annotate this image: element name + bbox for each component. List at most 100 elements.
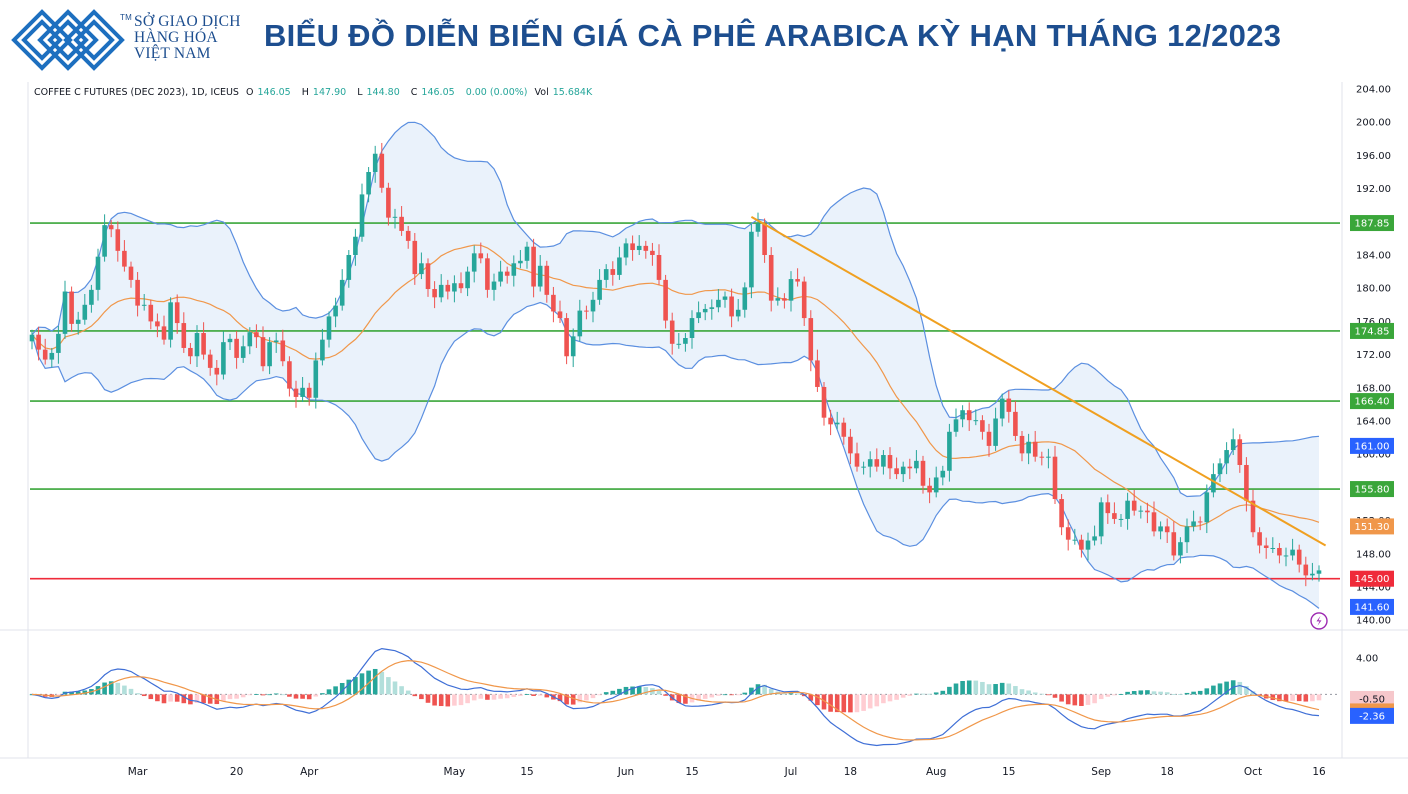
- candle-body: [854, 453, 860, 467]
- symbol-info: COFFEE C FUTURES (DEC 2023), 1D, ICEUS O…: [34, 87, 593, 98]
- candle-body: [1145, 510, 1150, 513]
- candle: [709, 299, 715, 320]
- candle-body: [399, 216, 404, 231]
- candle-body: [1217, 463, 1223, 475]
- histogram-bar: [458, 694, 464, 706]
- time-tick-label: 20: [230, 766, 243, 778]
- histogram-bar: [729, 694, 734, 696]
- candle: [1224, 442, 1229, 475]
- candle-body: [1118, 518, 1124, 520]
- histogram-bar: [419, 694, 424, 700]
- candle: [894, 457, 899, 480]
- candle: [920, 455, 926, 494]
- candle-body: [181, 323, 187, 348]
- candle-body: [861, 466, 866, 468]
- candle-body: [768, 255, 774, 301]
- histogram-bar: [56, 694, 61, 696]
- histogram-bar: [887, 694, 893, 702]
- candle: [854, 442, 860, 472]
- histogram-bar: [834, 694, 840, 713]
- badge-macd-macd-label: -2.36: [1359, 711, 1385, 722]
- candle: [1138, 505, 1144, 519]
- level-badge-4-label: 145.00: [1355, 574, 1390, 585]
- candle: [1191, 510, 1196, 532]
- histogram-bar: [122, 685, 127, 695]
- alert-icon[interactable]: [1310, 612, 1328, 630]
- badge-macd-macd-bg: [1350, 707, 1394, 724]
- histogram-bar: [188, 694, 193, 705]
- candle: [1178, 537, 1183, 564]
- candle-body: [920, 460, 926, 486]
- candle-body: [227, 338, 233, 343]
- candle: [702, 303, 708, 321]
- change-value: 0.00 (0.00%): [465, 87, 528, 98]
- candle-body: [300, 387, 305, 397]
- histogram-bar: [881, 694, 886, 704]
- candle: [62, 280, 68, 339]
- candle-body: [696, 312, 701, 319]
- candle-body: [775, 298, 781, 301]
- histogram-bar: [511, 694, 517, 697]
- candle-body: [973, 420, 979, 422]
- histogram-bar: [1112, 694, 1117, 696]
- candle: [221, 331, 226, 380]
- candle-body: [1092, 536, 1097, 541]
- candle: [1052, 445, 1058, 504]
- candle-body: [1316, 570, 1322, 574]
- histogram-bar: [1085, 694, 1091, 705]
- candle: [1006, 390, 1012, 423]
- price-chart[interactable]: 204.00200.00196.00192.00188.00184.00180.…: [0, 82, 1408, 794]
- downtrend-line[interactable]: [750, 215, 1327, 547]
- candle: [1145, 502, 1150, 524]
- candle: [1303, 556, 1309, 587]
- price-tick-label: 144.00: [1356, 583, 1391, 594]
- candle: [1263, 537, 1269, 559]
- badge-macd-histogram-bg: [1350, 690, 1394, 707]
- histogram-bar: [504, 694, 510, 699]
- candle: [643, 240, 649, 259]
- exchange-logo: TM SỞ GIAO DỊCH HÀNG HÓA VIỆT NAM: [10, 8, 245, 72]
- bollinger-band-fill: [32, 122, 1319, 609]
- candle-body: [333, 305, 338, 317]
- candle-body: [1224, 450, 1229, 464]
- histogram-bar: [676, 694, 682, 704]
- candle-body: [900, 466, 906, 475]
- time-tick-label: Jul: [784, 766, 798, 778]
- candle-body: [386, 187, 391, 218]
- histogram-bar: [894, 694, 899, 700]
- candle: [141, 294, 147, 311]
- candle: [683, 333, 688, 352]
- candle-body: [1013, 411, 1018, 436]
- candle-body: [438, 284, 444, 298]
- histogram-bar: [1059, 694, 1064, 702]
- histogram-bar: [491, 694, 497, 700]
- candle-body: [927, 485, 932, 493]
- candle: [194, 325, 200, 368]
- histogram-bar: [1098, 694, 1104, 700]
- histogram-bar: [1138, 690, 1144, 695]
- histogram-bar: [82, 690, 88, 695]
- candle-body: [590, 299, 596, 312]
- candle-body: [89, 289, 94, 305]
- histogram-bar: [907, 694, 913, 696]
- candle-body: [432, 289, 437, 298]
- candle: [168, 297, 173, 348]
- candle: [630, 235, 635, 261]
- candle: [1151, 501, 1157, 537]
- candle-body: [537, 265, 543, 287]
- candle: [425, 258, 431, 297]
- candle: [372, 145, 378, 183]
- histogram-bar: [531, 694, 536, 696]
- histogram-bar: [485, 694, 490, 700]
- histogram-bar: [471, 694, 477, 701]
- histogram-bar: [570, 694, 576, 705]
- candle: [267, 337, 272, 375]
- candle-body: [161, 326, 167, 340]
- histogram-bar: [207, 694, 213, 704]
- time-tick-label: Sep: [1091, 766, 1111, 778]
- histogram-bar: [1244, 686, 1249, 695]
- logo-line-1: SỞ GIAO DỊCH: [134, 13, 241, 30]
- candle: [135, 272, 140, 317]
- candle-body: [359, 194, 365, 237]
- candle-body: [999, 398, 1005, 419]
